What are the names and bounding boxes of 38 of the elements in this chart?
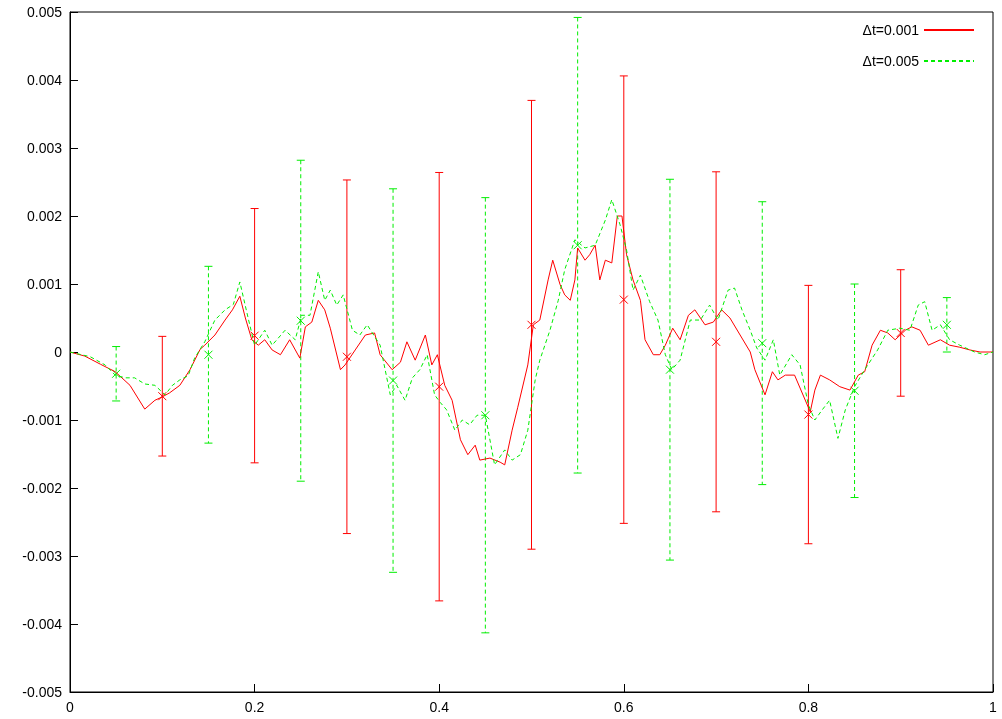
y-tick-label: 0.002 — [26, 208, 63, 224]
y-tick-label: 0.004 — [26, 72, 63, 88]
point — [850, 386, 860, 396]
y-tick-label: -0.005 — [22, 684, 63, 700]
x-tick-label: 0.4 — [429, 699, 450, 715]
point — [111, 369, 121, 379]
x-tick-label: 0.2 — [244, 699, 265, 715]
legend-label: Δt=0.005 — [862, 53, 920, 69]
point — [665, 365, 675, 375]
x-tick-label: 0.6 — [614, 699, 634, 715]
point — [711, 337, 721, 347]
point — [296, 316, 306, 326]
point — [573, 240, 583, 250]
y-tick-label: 0.001 — [26, 276, 63, 292]
y-tick-label: 0 — [54, 344, 63, 360]
point — [388, 376, 398, 386]
point — [480, 410, 490, 420]
point — [942, 320, 952, 330]
point — [250, 331, 260, 341]
legend-label: Δt=0.001 — [862, 22, 920, 38]
x-tick-label: 0 — [66, 699, 75, 715]
point — [434, 382, 444, 392]
point — [619, 295, 629, 305]
y-tick-label: -0.002 — [22, 480, 63, 496]
y-tick-label: -0.004 — [22, 616, 63, 632]
x-tick-label: 0.8 — [798, 699, 819, 715]
y-tick-label: -0.001 — [22, 412, 63, 428]
point — [896, 328, 906, 338]
x-tick-label: 1 — [989, 699, 998, 715]
point — [342, 352, 352, 362]
y-tick-label: 0.005 — [26, 4, 63, 20]
y-tick-label: -0.003 — [22, 548, 63, 564]
point — [203, 350, 213, 360]
y-tick-label: 0.003 — [26, 140, 63, 156]
point — [757, 338, 767, 348]
point — [527, 320, 536, 330]
point — [157, 391, 167, 401]
point — [803, 410, 813, 420]
